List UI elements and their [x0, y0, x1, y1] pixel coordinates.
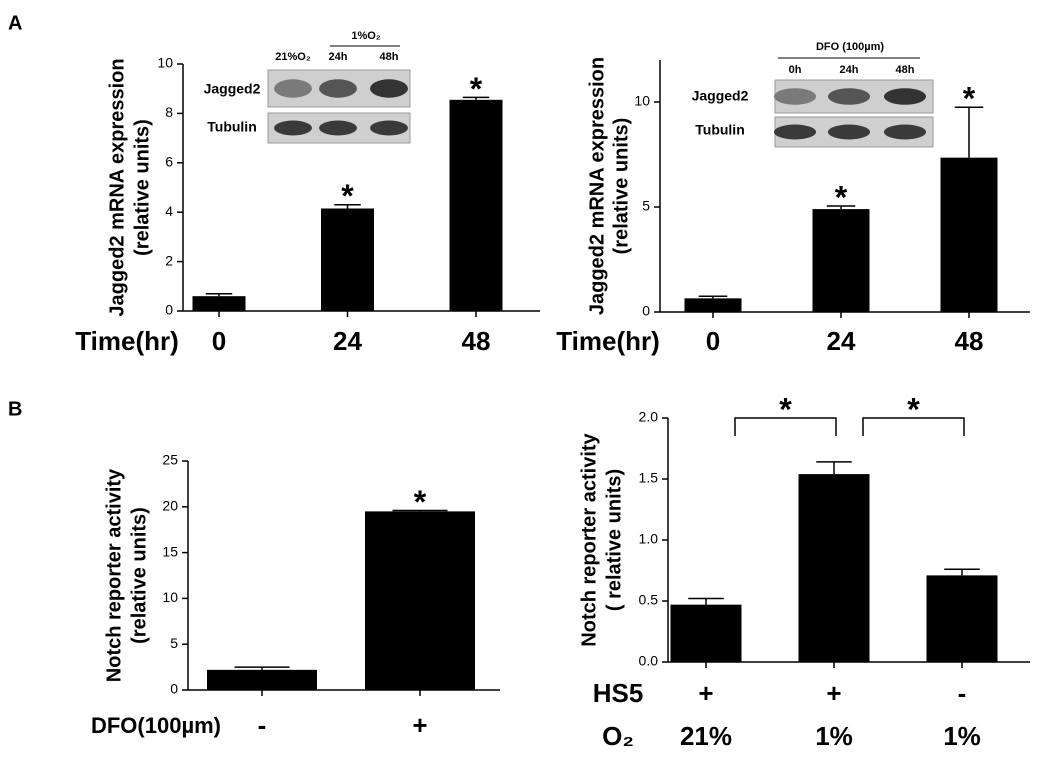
- y-axis-label: Notch reporter activity: [103, 468, 125, 682]
- y-axis-label: (relative units): [610, 118, 632, 255]
- blot-row-label: Jagged2: [204, 81, 261, 97]
- bar: [321, 208, 374, 311]
- x-tick-label: -: [958, 678, 967, 708]
- blot-band: [274, 120, 312, 136]
- bar: [192, 296, 246, 311]
- y-tick-label: 0: [170, 681, 178, 697]
- x-tick-label: 48: [955, 326, 984, 356]
- blot-band: [827, 88, 871, 105]
- y-tick-label: 10: [634, 93, 650, 109]
- x-tick-label: -: [258, 710, 267, 740]
- y-axis-label: (relative units): [131, 119, 153, 256]
- row-label: O₂: [602, 721, 634, 751]
- blot-header: DFO (100µm): [816, 41, 884, 53]
- panel-label: A: [8, 12, 22, 34]
- blot-row-label: Tubulin: [695, 122, 745, 138]
- significance-mark: *: [779, 391, 792, 427]
- bar: [812, 209, 870, 312]
- blot-band: [773, 124, 817, 140]
- y-tick-label: 1.5: [639, 470, 659, 486]
- row-label: HS5: [593, 678, 644, 708]
- y-tick-label: 5: [170, 635, 178, 651]
- x-tick-label: 21%: [680, 721, 732, 751]
- y-tick-label: 8: [165, 104, 173, 120]
- y-tick-label: 10: [162, 589, 178, 605]
- blot-header: 1%O₂: [351, 30, 380, 42]
- x-axis-label: Time(hr): [75, 326, 179, 356]
- significance-mark: *: [963, 81, 976, 117]
- y-tick-label: 5: [642, 198, 650, 214]
- x-tick-label: +: [412, 710, 427, 740]
- bracket: [734, 417, 837, 436]
- significance-mark: *: [835, 179, 848, 215]
- x-axis-label: Time(hr): [556, 326, 660, 356]
- x-tick-label: 1%: [815, 721, 853, 751]
- x-tick-label: 24: [333, 326, 362, 356]
- x-tick-label: 0: [706, 326, 720, 356]
- y-tick-label: 1.0: [639, 531, 659, 547]
- significance-mark: *: [341, 178, 354, 214]
- y-tick-label: 2.0: [639, 409, 659, 425]
- blot-band: [773, 88, 817, 105]
- x-tick-label: 1%: [943, 721, 981, 751]
- blot-band: [319, 79, 357, 98]
- y-axis-label: ( relative units): [603, 469, 625, 611]
- y-axis-label: Notch reporter activity: [578, 432, 600, 646]
- bar: [798, 474, 870, 662]
- blot-band: [883, 88, 927, 105]
- y-tick-label: 0.5: [639, 592, 659, 608]
- y-tick-label: 15: [162, 543, 178, 559]
- blot-lane-label: 21%O₂: [275, 51, 311, 63]
- significance-mark: *: [414, 484, 427, 520]
- bar: [670, 604, 742, 662]
- bracket: [862, 417, 965, 436]
- blot-band: [827, 124, 871, 140]
- x-axis-label: DFO(100µm): [91, 713, 221, 738]
- blot-band: [274, 79, 312, 98]
- blot-band: [370, 120, 408, 136]
- bar: [449, 99, 503, 311]
- y-tick-label: 20: [162, 498, 178, 514]
- y-tick-label: 10: [157, 55, 173, 71]
- significance-mark: *: [907, 391, 920, 427]
- x-tick-label: +: [826, 678, 841, 708]
- blot-row-label: Tubulin: [207, 119, 257, 135]
- x-tick-label: 24: [827, 326, 856, 356]
- x-tick-label: 48: [462, 326, 491, 356]
- bar: [940, 157, 998, 312]
- bar: [365, 511, 475, 690]
- y-axis-label: Jagged2 mRNA expression: [106, 58, 128, 316]
- y-axis-label: Jagged2 mRNA expression: [586, 57, 608, 315]
- bar: [684, 298, 742, 312]
- y-tick-label: 0.0: [639, 653, 659, 669]
- y-tick-label: 6: [165, 154, 173, 170]
- y-tick-label: 4: [165, 203, 173, 219]
- blot-band: [319, 120, 357, 136]
- y-tick-label: 0: [642, 303, 650, 319]
- panel-label: B: [8, 398, 22, 420]
- blot-lane-label: 48h: [380, 51, 399, 63]
- blot-lane-label: 0h: [789, 64, 802, 76]
- significance-mark: *: [470, 71, 483, 107]
- blot-lane-label: 24h: [329, 51, 348, 63]
- blot-row-label: Jagged2: [692, 88, 749, 104]
- blot-lane-label: 24h: [840, 64, 859, 76]
- y-axis-label: (relative units): [128, 507, 150, 644]
- x-tick-label: 0: [212, 326, 226, 356]
- blot-band: [883, 124, 927, 140]
- y-tick-label: 2: [165, 252, 173, 268]
- blot-band: [370, 79, 408, 98]
- blot-lane-label: 48h: [896, 64, 915, 76]
- y-tick-label: 0: [165, 302, 173, 318]
- bar: [926, 575, 998, 662]
- y-tick-label: 25: [162, 452, 178, 468]
- bar: [207, 669, 317, 690]
- x-tick-label: +: [698, 678, 713, 708]
